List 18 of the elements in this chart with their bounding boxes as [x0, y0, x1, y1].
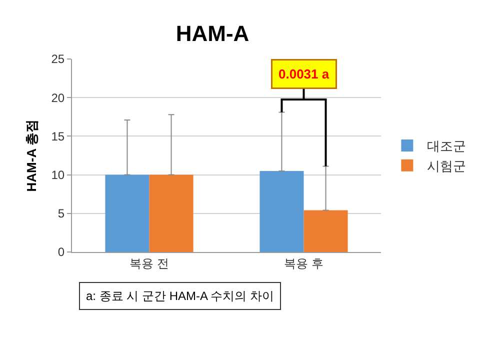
bar	[105, 174, 150, 252]
y-tick-label: 10	[51, 168, 65, 182]
annotation: 0.0031 a	[278, 66, 330, 82]
legend-label: 시험군	[427, 158, 466, 174]
x-tick-label: 복용 전	[130, 256, 169, 270]
y-tick-label: 15	[51, 129, 65, 144]
y-tick-label: 25	[51, 52, 65, 66]
bar	[149, 174, 194, 252]
legend-label: 대조군	[427, 138, 466, 154]
bar	[304, 210, 348, 252]
x-tick-label: 복용 후	[284, 256, 324, 270]
y-tick-label: 0	[58, 245, 65, 260]
y-axis-title: HAM-A 총점	[24, 119, 39, 192]
y-tick-label: 20	[51, 90, 65, 105]
y-tick-label: 5	[58, 206, 65, 221]
chart-title: HAM-A	[176, 20, 250, 46]
bar	[260, 170, 304, 252]
text: a: 종료 시 군간 HAM-A 수치의 차이	[86, 289, 274, 303]
